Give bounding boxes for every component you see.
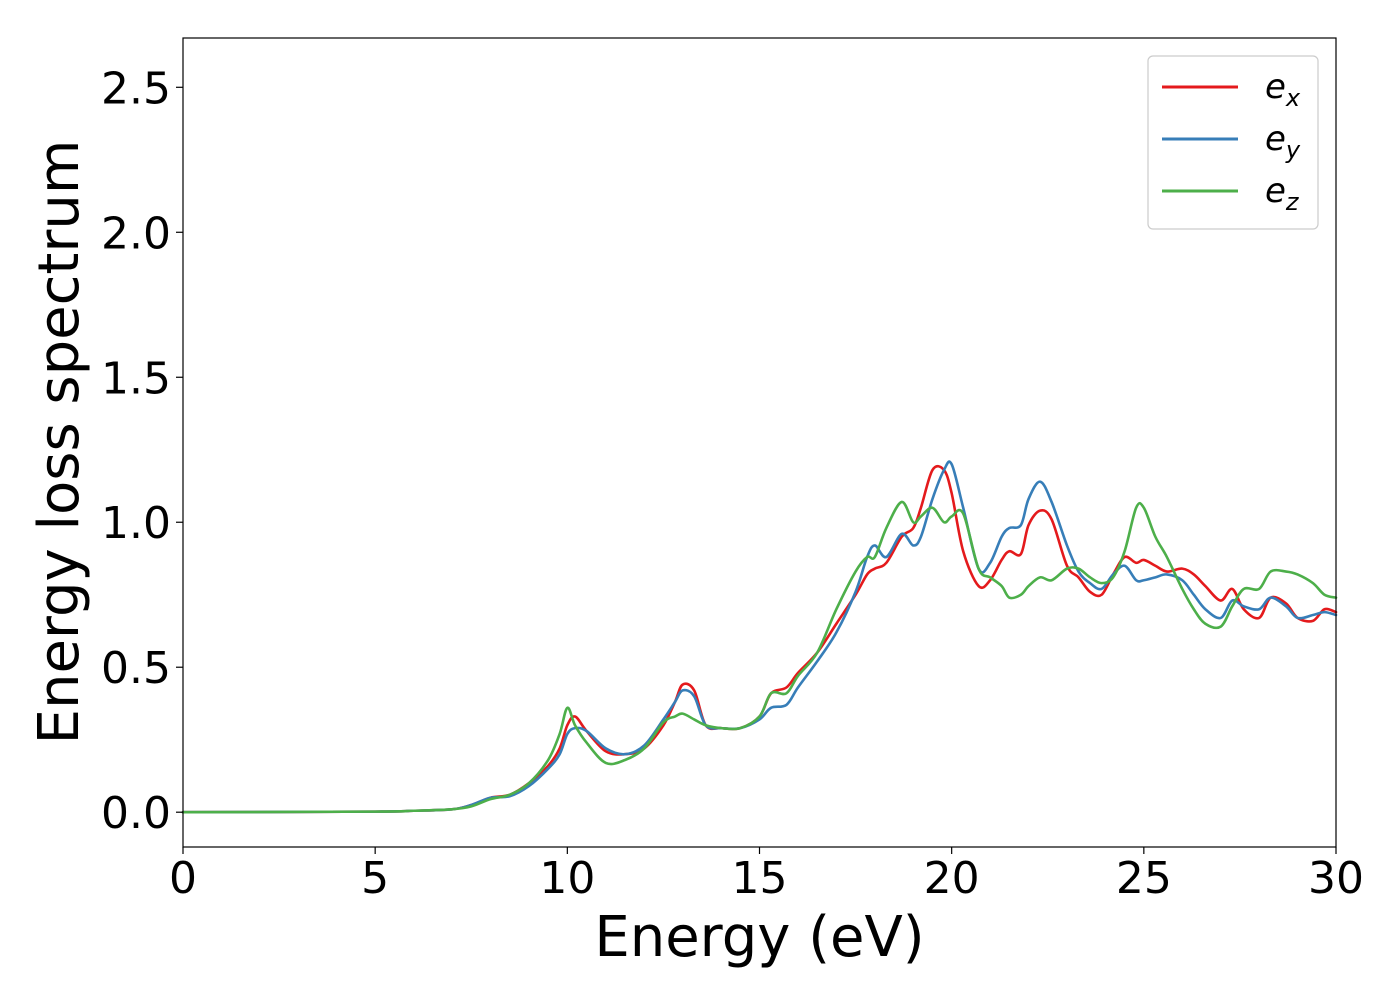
x-tick-label: 10: [539, 853, 595, 904]
y-axis-title: Energy loss spectrum: [27, 140, 92, 745]
series-line-x: [181, 464, 1338, 814]
x-tick-label: 15: [732, 853, 788, 904]
x-tick-label: 20: [924, 853, 980, 904]
legend-label-y: ey: [1265, 119, 1301, 164]
legend: ex ey ez: [1147, 55, 1319, 230]
series-layer: [181, 460, 1338, 814]
legend-label-z: ez: [1265, 171, 1300, 216]
y-tick-label: 0.0: [101, 788, 171, 839]
legend-label-x: ex: [1265, 67, 1301, 112]
x-axis-title: Energy (eV): [594, 905, 924, 970]
series-line-y: [181, 460, 1338, 814]
y-tick-label: 0.5: [101, 643, 171, 694]
x-tick-label: 30: [1308, 853, 1364, 904]
legend-box: [1147, 55, 1319, 230]
y-tick-label: 2.0: [101, 208, 171, 259]
x-tick-label: 25: [1116, 853, 1172, 904]
y-axis-ticks: 0.0 0.5 1.0 1.5 2.0 2.5: [101, 63, 183, 839]
y-tick-label: 2.5: [101, 63, 171, 114]
y-tick-label: 1.0: [101, 498, 171, 549]
y-tick-label: 1.5: [101, 353, 171, 404]
series-line-z: [181, 500, 1338, 814]
x-tick-label: 0: [169, 853, 197, 904]
x-axis-ticks: 0 5 10 15 20 25 30: [169, 847, 1364, 904]
x-tick-label: 5: [361, 853, 389, 904]
